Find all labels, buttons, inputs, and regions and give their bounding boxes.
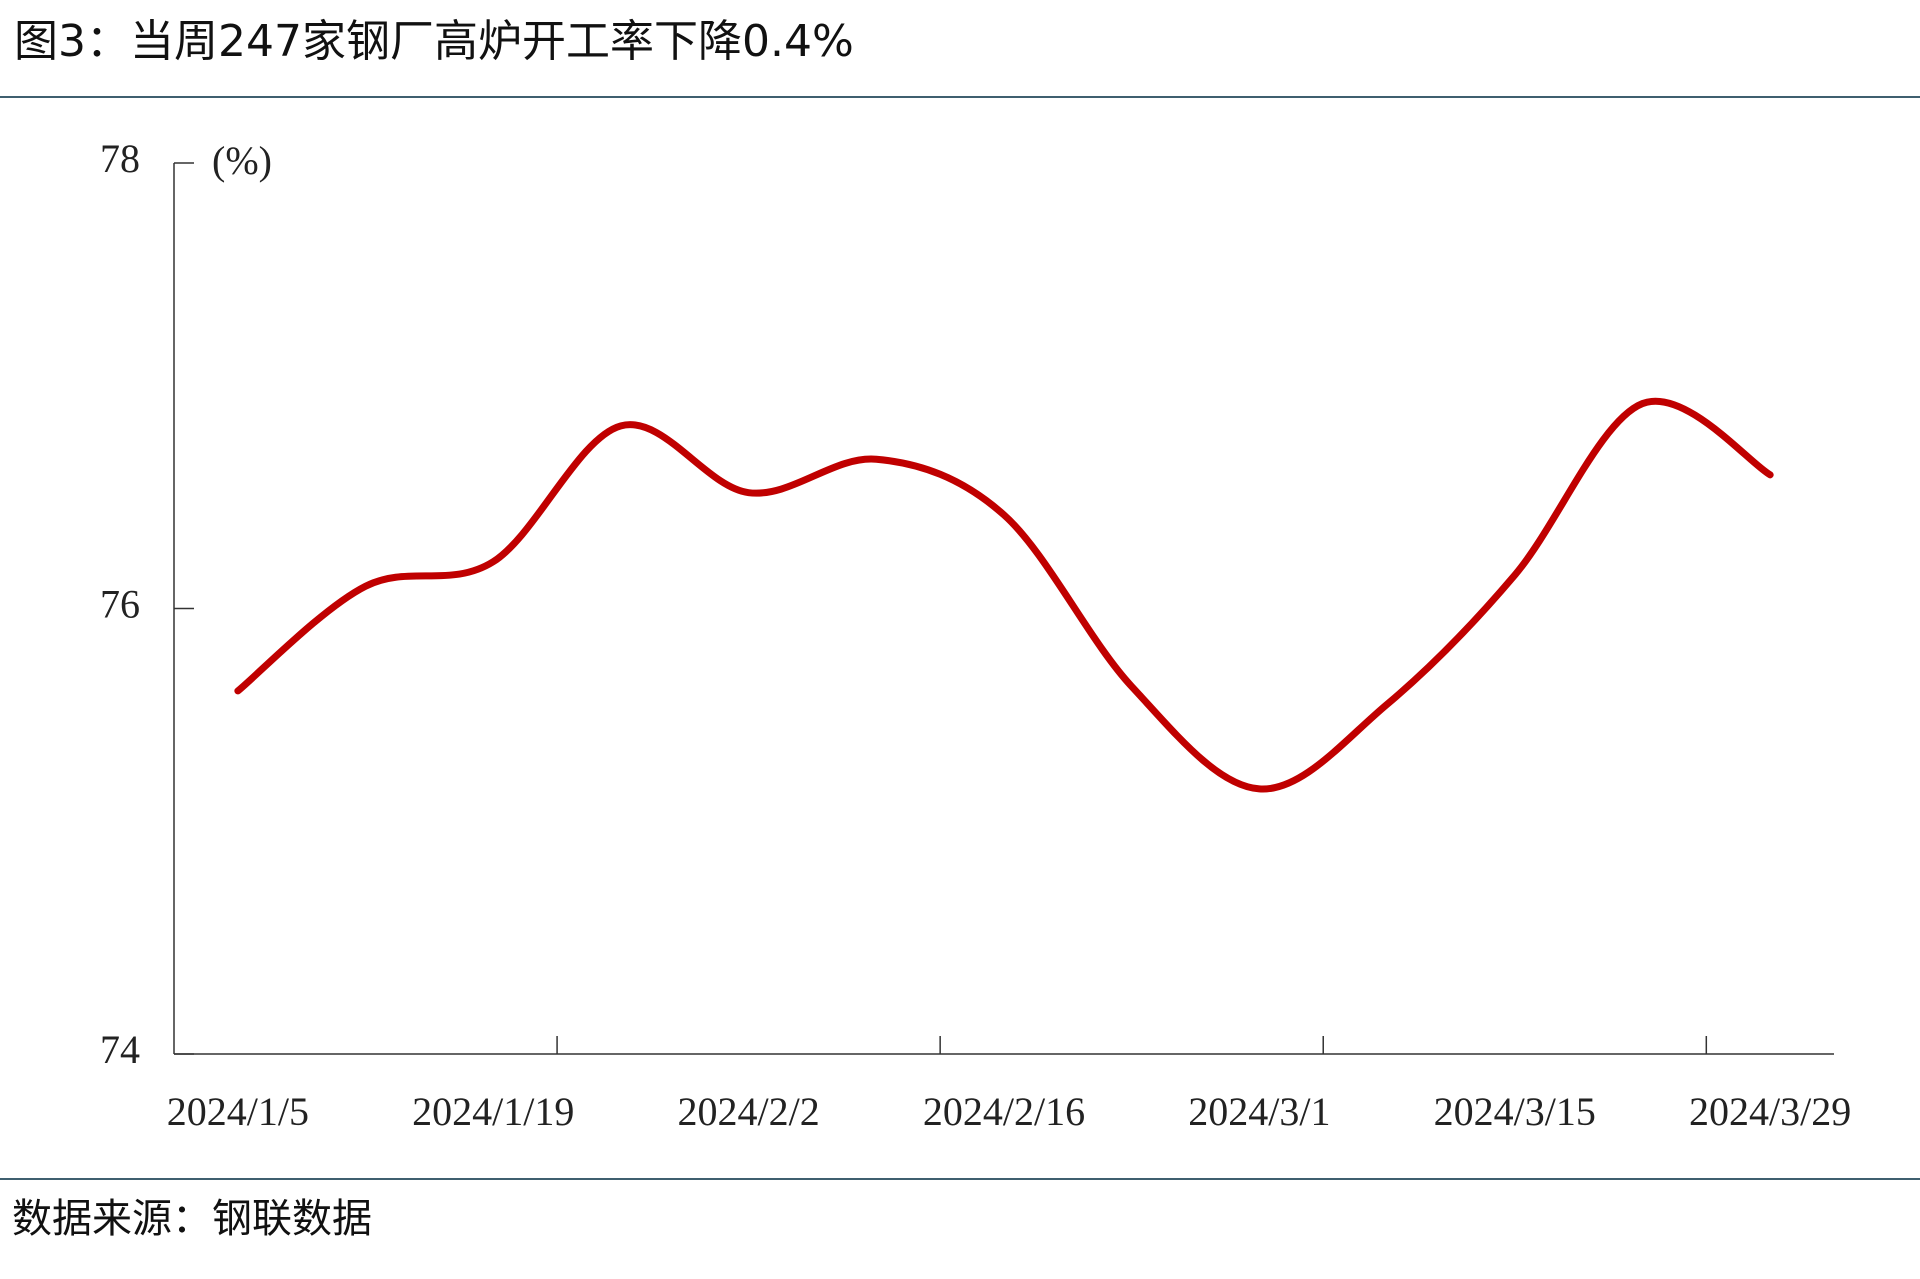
- y-tick-label: 78: [100, 136, 140, 181]
- y-tick-label: 76: [100, 582, 140, 627]
- source: 数据来源：钢联数据: [12, 1196, 372, 1242]
- y-tick-label: 74: [100, 1027, 140, 1072]
- unit-label: (%): [212, 138, 272, 183]
- x-tick-label: 2024/3/15: [1434, 1089, 1596, 1134]
- x-tick-label: 2024/2/16: [923, 1089, 1085, 1134]
- x-tick-label: 2024/3/1: [1188, 1089, 1330, 1134]
- x-tick-label: 2024/3/29: [1689, 1089, 1851, 1134]
- chart-title: 图3：当周247家钢厂高炉开工率下降0.4%: [14, 16, 854, 67]
- line: [234, 397, 1774, 793]
- x-tick-label: 2024/2/2: [677, 1089, 819, 1134]
- x-tick-label: 2024/1/19: [412, 1089, 574, 1134]
- x-tick-label: 2024/1/5: [167, 1089, 309, 1134]
